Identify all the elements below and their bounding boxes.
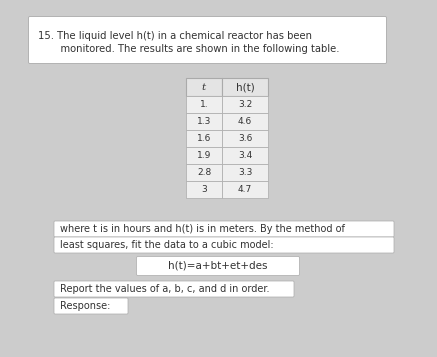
Text: where t is in hours and h(t) is in meters. By the method of: where t is in hours and h(t) is in meter… <box>60 224 345 234</box>
FancyBboxPatch shape <box>54 298 128 314</box>
Text: 3.3: 3.3 <box>238 168 252 177</box>
Bar <box>222 96 268 113</box>
Bar <box>186 181 222 198</box>
Bar <box>222 78 268 96</box>
Bar <box>222 164 268 181</box>
Bar <box>186 164 222 181</box>
Text: 1.: 1. <box>200 100 208 109</box>
Text: Report the values of a, b, c, and d in order.: Report the values of a, b, c, and d in o… <box>60 284 270 294</box>
Text: h(t)=a+bt+et+des: h(t)=a+bt+et+des <box>168 261 268 271</box>
Text: 3.6: 3.6 <box>238 134 252 143</box>
Text: monitored. The results are shown in the following table.: monitored. The results are shown in the … <box>48 44 340 54</box>
FancyBboxPatch shape <box>54 221 394 237</box>
Text: 1.6: 1.6 <box>197 134 211 143</box>
Bar <box>222 181 268 198</box>
Text: 1.9: 1.9 <box>197 151 211 160</box>
FancyBboxPatch shape <box>28 16 386 64</box>
Bar <box>222 130 268 147</box>
Bar <box>222 113 268 130</box>
Text: h(t): h(t) <box>236 82 254 92</box>
Text: 1.3: 1.3 <box>197 117 211 126</box>
Text: 3.4: 3.4 <box>238 151 252 160</box>
Text: 2.8: 2.8 <box>197 168 211 177</box>
FancyBboxPatch shape <box>54 281 294 297</box>
Text: 15. The liquid level h(t) in a chemical reactor has been: 15. The liquid level h(t) in a chemical … <box>38 31 312 41</box>
Text: 4.6: 4.6 <box>238 117 252 126</box>
Text: 4.7: 4.7 <box>238 185 252 194</box>
FancyBboxPatch shape <box>136 256 299 276</box>
Text: 3.2: 3.2 <box>238 100 252 109</box>
Text: least squares, fit the data to a cubic model:: least squares, fit the data to a cubic m… <box>60 240 274 250</box>
Bar <box>222 147 268 164</box>
Bar <box>186 78 222 96</box>
FancyBboxPatch shape <box>54 237 394 253</box>
Text: t: t <box>202 82 206 91</box>
Bar <box>186 113 222 130</box>
Bar <box>186 130 222 147</box>
Text: 3: 3 <box>201 185 207 194</box>
Text: Response:: Response: <box>60 301 111 311</box>
Bar <box>186 147 222 164</box>
Bar <box>186 96 222 113</box>
